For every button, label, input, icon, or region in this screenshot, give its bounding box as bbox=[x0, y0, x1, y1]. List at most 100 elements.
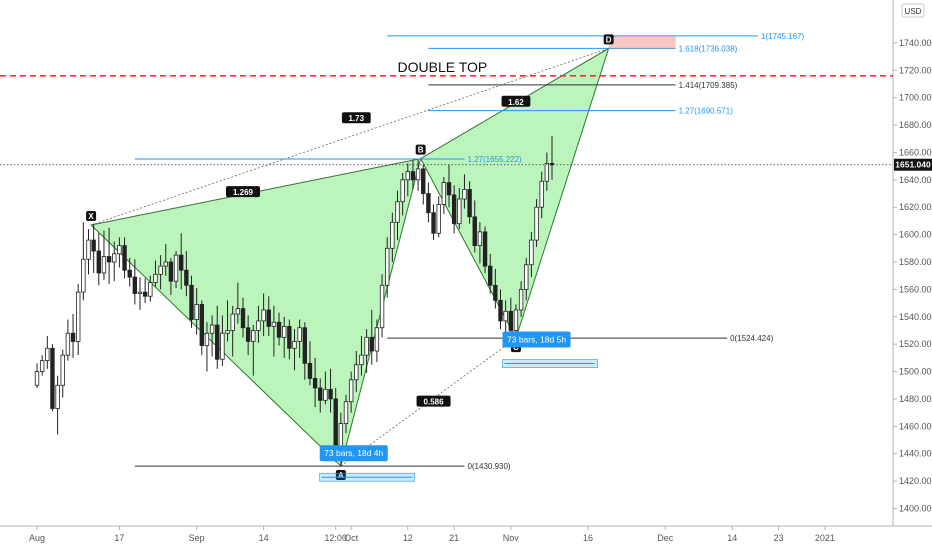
time-tick-label: 12:00 bbox=[324, 533, 347, 543]
candle bbox=[421, 164, 426, 205]
candle bbox=[462, 174, 467, 209]
price-tick-label: 1560.000 bbox=[899, 284, 932, 294]
candle bbox=[390, 212, 395, 263]
candle bbox=[312, 357, 318, 408]
price-tick-label: 1440.000 bbox=[899, 449, 932, 459]
candle bbox=[70, 314, 76, 358]
fib-level-label: 0(1524.424) bbox=[730, 334, 773, 343]
svg-text:C: C bbox=[513, 343, 519, 352]
candle bbox=[209, 315, 215, 357]
price-tick-label: 1680.000 bbox=[899, 120, 932, 130]
candle bbox=[199, 300, 204, 356]
svg-text:A: A bbox=[338, 471, 344, 480]
candle bbox=[55, 375, 60, 435]
point-label-d[interactable]: D bbox=[603, 34, 614, 45]
candle bbox=[86, 229, 91, 275]
price-tick-label: 1600.000 bbox=[899, 230, 932, 240]
price-tick-label: 1540.000 bbox=[899, 312, 932, 322]
svg-text:1.62: 1.62 bbox=[508, 98, 524, 107]
bar-count-box[interactable]: 73 bars, 18d 5h bbox=[502, 331, 598, 368]
candle bbox=[348, 371, 354, 413]
price-tick-label: 1500.000 bbox=[899, 367, 932, 377]
candle bbox=[318, 378, 323, 413]
svg-text:USD: USD bbox=[905, 7, 922, 16]
candles bbox=[34, 136, 555, 467]
price-tick-label: 1700.000 bbox=[899, 93, 932, 103]
candle bbox=[503, 300, 508, 335]
time-tick-label: 21 bbox=[449, 533, 459, 543]
pattern-xab-triangle[interactable] bbox=[90, 157, 422, 468]
candle bbox=[245, 315, 251, 356]
candle bbox=[96, 233, 101, 286]
candle bbox=[287, 319, 292, 360]
candle bbox=[410, 160, 416, 190]
ratio-badge[interactable]: 1.73 bbox=[341, 112, 371, 124]
candle bbox=[271, 305, 277, 357]
candle bbox=[431, 204, 436, 241]
svg-text:1.73: 1.73 bbox=[349, 114, 365, 123]
candle bbox=[534, 199, 539, 247]
candle bbox=[395, 190, 400, 241]
candle bbox=[379, 274, 385, 338]
candle bbox=[359, 335, 364, 376]
candle bbox=[451, 185, 457, 234]
candle bbox=[158, 255, 163, 290]
ratio-badge[interactable]: 1.269 bbox=[226, 186, 260, 198]
price-tick-label: 1400.000 bbox=[899, 504, 932, 514]
time-tick-label: Dec bbox=[657, 533, 674, 543]
ratio-badge[interactable]: 1.62 bbox=[501, 95, 531, 107]
candle bbox=[364, 329, 369, 373]
candle bbox=[235, 282, 241, 324]
candle bbox=[215, 305, 220, 369]
fib-level-label: 0(1430.930) bbox=[467, 462, 510, 471]
candle bbox=[384, 237, 390, 298]
candle bbox=[292, 329, 297, 371]
candle bbox=[529, 231, 534, 278]
price-tick-label: 1740.000 bbox=[899, 38, 932, 48]
candle bbox=[39, 355, 45, 376]
svg-text:1651.040: 1651.040 bbox=[895, 160, 931, 170]
current-price-tag: 1651.040 bbox=[894, 158, 932, 171]
candle bbox=[539, 171, 544, 219]
bar-count-box[interactable]: 73 bars, 18d 4h bbox=[319, 445, 416, 482]
svg-text:X: X bbox=[88, 212, 94, 221]
candle bbox=[544, 152, 550, 191]
candle bbox=[446, 164, 452, 208]
point-label-b[interactable]: B bbox=[415, 144, 426, 155]
ratio-badge[interactable]: 0.586 bbox=[416, 395, 451, 407]
candle bbox=[65, 319, 71, 361]
candle bbox=[81, 222, 86, 301]
candle bbox=[220, 315, 225, 367]
candle bbox=[472, 200, 477, 253]
candle bbox=[482, 226, 488, 273]
point-label-x[interactable]: X bbox=[86, 211, 97, 222]
candle bbox=[117, 237, 122, 268]
svg-text:B: B bbox=[418, 146, 424, 155]
time-tick-label: Oct bbox=[344, 533, 359, 543]
candle bbox=[204, 322, 210, 372]
candle bbox=[76, 283, 81, 356]
target-zone[interactable] bbox=[608, 36, 676, 49]
candle bbox=[467, 181, 472, 224]
time-tick-label: 14 bbox=[259, 533, 269, 543]
candle bbox=[142, 278, 148, 304]
candle bbox=[281, 316, 287, 358]
price-tick-label: 1520.000 bbox=[899, 339, 932, 349]
price-axis[interactable]: 1400.000 1420.000 1440.000 1460.000 1480.000… bbox=[893, 3, 932, 514]
candle bbox=[354, 351, 359, 393]
candle bbox=[400, 172, 405, 216]
candle bbox=[426, 182, 431, 223]
candle bbox=[487, 253, 493, 294]
candle bbox=[127, 257, 132, 287]
time-tick-label: 2021 bbox=[815, 533, 835, 543]
candle bbox=[369, 309, 374, 365]
overlays[interactable]: 1(1745.167) 1.618(1736.038) 1.414(1709.385… bbox=[0, 32, 893, 482]
candle bbox=[405, 163, 410, 197]
candle bbox=[374, 319, 380, 362]
svg-text:1.269: 1.269 bbox=[233, 188, 254, 197]
candle bbox=[122, 237, 127, 279]
fib-level-label: 1.414(1709.385) bbox=[679, 81, 738, 90]
candle bbox=[297, 319, 302, 358]
